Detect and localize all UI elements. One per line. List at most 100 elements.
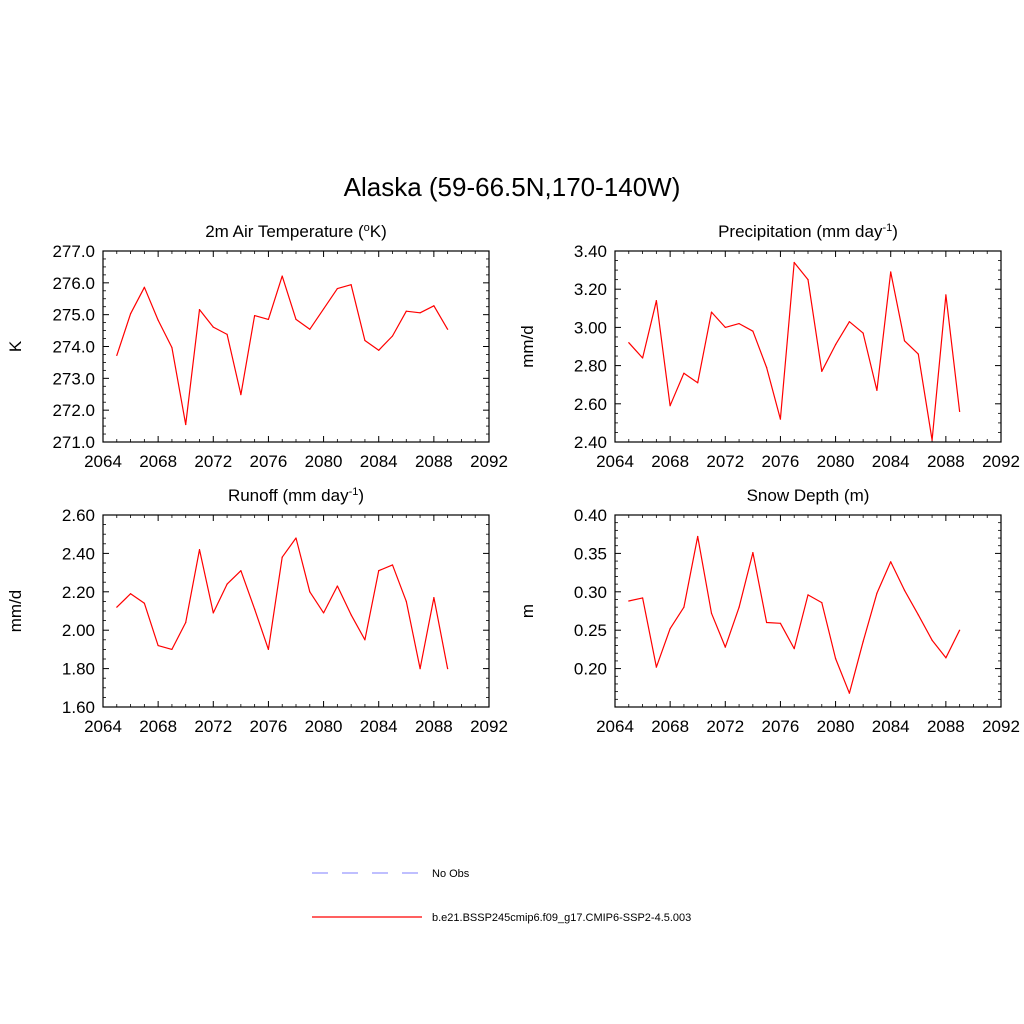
- data-point: [862, 641, 864, 643]
- data-point: [766, 621, 768, 624]
- x-tick-label: 2068: [651, 452, 689, 471]
- data-point: [752, 330, 754, 332]
- data-point: [309, 591, 311, 593]
- x-tick-label: 2092: [982, 717, 1020, 736]
- x-tick-label: 2092: [982, 452, 1020, 471]
- chart-air-temperature: 2064 2068 2072 2076 2080 2084 2088 2092 271.0 272…: [6, 222, 508, 471]
- data-point: [129, 313, 132, 315]
- x-tick-label: 2092: [470, 452, 508, 471]
- x-tick-label: 2088: [927, 717, 965, 736]
- data-point: [834, 658, 837, 660]
- x-tick-label: 2064: [596, 717, 634, 736]
- y-tick-label: 0.35: [574, 544, 607, 563]
- data-point: [738, 606, 740, 608]
- panel-title-superscript: -1: [882, 222, 892, 234]
- chart-precipitation: 2064 2068 2072 2076 2080 2084 2088 2092 2.40 2.60…: [518, 222, 1020, 471]
- panel-title-text: Precipitation (mm day: [718, 222, 883, 241]
- data-point: [171, 346, 173, 349]
- x-tick-label: 2064: [596, 452, 634, 471]
- x-tick-label: 2076: [762, 717, 800, 736]
- data-point: [364, 339, 366, 342]
- plot-frame: [102, 250, 490, 443]
- x-tick-label: 2076: [250, 452, 288, 471]
- y-axis-label: K: [6, 340, 25, 352]
- legend-label-model: b.e21.BSSP245cmip6.f09_g17.CMIP6-SSP2-4.…: [432, 912, 691, 924]
- x-tick-label: 2080: [817, 717, 855, 736]
- x-tick-label: 2072: [706, 717, 744, 736]
- panel-title: Runoff (mm day-1): [228, 486, 364, 505]
- data-point: [848, 321, 850, 323]
- data-point: [433, 596, 435, 599]
- y-tick-label: 272.0: [52, 401, 95, 420]
- data-point: [641, 597, 644, 599]
- data-point: [391, 564, 394, 566]
- data-point: [710, 311, 713, 313]
- series-line: [628, 261, 961, 441]
- figure-title: Alaska (59-66.5N,170-140W): [344, 172, 681, 202]
- data-point: [116, 354, 118, 357]
- x-tick-label: 2084: [872, 452, 910, 471]
- data-point: [752, 552, 754, 554]
- data-point: [683, 606, 685, 608]
- panel-title-end: K): [370, 222, 387, 241]
- data-point: [779, 622, 782, 624]
- y-tick-label: 0.20: [574, 660, 607, 679]
- data-point: [890, 561, 892, 563]
- data-point: [876, 389, 878, 392]
- data-point: [157, 644, 159, 647]
- x-tick-label: 2088: [415, 452, 453, 471]
- data-point: [171, 648, 173, 651]
- data-point: [226, 333, 228, 336]
- data-point: [267, 648, 270, 651]
- y-tick-label: 273.0: [52, 369, 95, 388]
- x-tick-label: 2072: [194, 452, 232, 471]
- data-point: [391, 335, 394, 337]
- data-point: [697, 382, 699, 384]
- data-point: [295, 318, 297, 321]
- x-tick-label: 2080: [305, 717, 343, 736]
- data-point: [240, 570, 242, 572]
- data-point: [212, 612, 214, 614]
- data-point: [281, 556, 283, 558]
- y-tick-label: 2.60: [62, 506, 95, 525]
- y-tick-label: 2.80: [574, 357, 607, 376]
- data-point: [157, 319, 159, 321]
- data-point: [198, 548, 201, 551]
- data-point: [917, 614, 919, 616]
- data-point: [419, 668, 421, 670]
- y-tick-label: 3.20: [574, 280, 607, 299]
- data-point: [738, 322, 740, 325]
- y-tick-label: 2.60: [574, 395, 607, 414]
- plot-frame: [614, 514, 1002, 708]
- data-point: [903, 589, 906, 591]
- data-point: [945, 657, 947, 659]
- x-tick-label: 2088: [415, 717, 453, 736]
- data-point: [697, 535, 699, 538]
- data-point: [628, 342, 630, 344]
- data-point: [862, 332, 864, 334]
- data-point: [129, 593, 132, 595]
- data-point: [281, 275, 283, 277]
- data-point: [198, 308, 201, 311]
- series-line: [628, 535, 961, 694]
- data-point: [683, 372, 685, 374]
- data-point: [336, 585, 338, 587]
- data-point: [779, 418, 782, 420]
- data-point: [378, 570, 380, 572]
- data-point: [766, 366, 768, 369]
- x-tick-label: 2080: [305, 452, 343, 471]
- data-point: [405, 600, 407, 603]
- panel-title: 2m Air Temperature (oK): [205, 222, 387, 241]
- x-tick-label: 2068: [139, 452, 177, 471]
- data-point: [309, 328, 311, 330]
- panels-group: 2064 2068 2072 2076 2080 2084 2088 2092 271.0 272…: [6, 222, 1020, 736]
- y-axis-label: m: [518, 604, 537, 618]
- data-point: [322, 612, 325, 614]
- data-point: [267, 318, 270, 321]
- data-point: [848, 692, 850, 694]
- data-point: [185, 423, 187, 426]
- panel-title: Precipitation (mm day-1): [718, 222, 898, 241]
- data-point: [807, 594, 809, 596]
- panel-title-text: 2m Air Temperature (: [205, 222, 364, 241]
